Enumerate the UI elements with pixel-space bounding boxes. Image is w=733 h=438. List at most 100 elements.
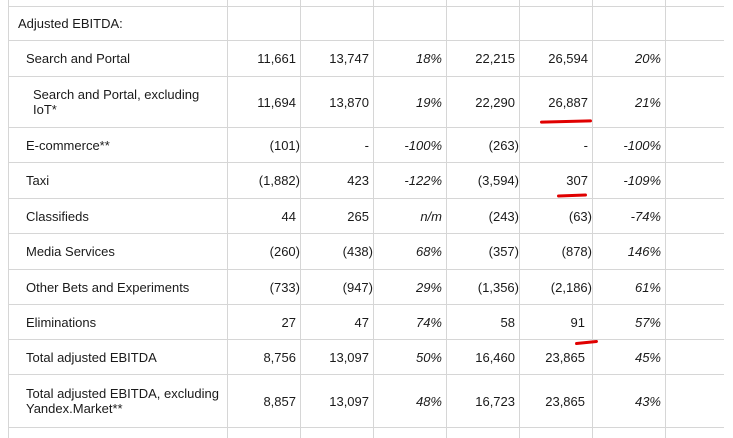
cell-value: 26,594 xyxy=(548,51,588,66)
cell-value: - xyxy=(364,137,369,153)
cell-value: (63) xyxy=(568,208,592,224)
grid-line xyxy=(8,162,724,163)
table-row: Search and Portal, excluding IoT* 11,694… xyxy=(0,77,733,127)
cell-value: 11,661 xyxy=(257,51,296,66)
cell-value: (101) xyxy=(269,137,300,153)
cell-value: 16,460 xyxy=(475,349,515,365)
cell-value: (243) xyxy=(488,208,519,224)
cell-percent: n/m xyxy=(420,208,442,224)
grid-line xyxy=(8,127,724,128)
cell-value: 27 xyxy=(281,314,296,330)
cell-value: (263) xyxy=(488,137,519,153)
row-label: Taxi xyxy=(26,173,50,188)
cell-value: 58 xyxy=(500,314,515,330)
row-label: Other Bets and Experiments xyxy=(26,279,190,295)
table-row: Total adjusted EBITDA 8,756 13,097 50% 1… xyxy=(0,340,733,374)
grid-line xyxy=(519,0,520,438)
table-row: Media Services (260) (438) 68% (357) (87… xyxy=(0,234,733,269)
cell-percent: 61% xyxy=(634,279,661,295)
grid-line xyxy=(8,76,724,77)
cell-percent: 74% xyxy=(415,314,442,330)
cell-percent: -109% xyxy=(623,173,661,188)
section-title: Adjusted EBITDA: xyxy=(18,16,123,31)
cell-value: 13,870 xyxy=(329,94,369,110)
cell-percent: 45% xyxy=(634,349,661,365)
cell-percent: 19% xyxy=(415,94,442,110)
grid-line xyxy=(8,198,724,199)
cell-value: 23,865 xyxy=(545,349,585,365)
cell-percent: -100% xyxy=(404,137,442,153)
cell-value: (438) xyxy=(342,244,373,259)
cell-value: 47 xyxy=(354,314,369,330)
grid-line xyxy=(373,0,374,438)
grid-line xyxy=(665,0,666,438)
row-label: Search and Portal, excluding IoT* xyxy=(33,87,200,117)
cell-value: 11,694 xyxy=(257,94,296,110)
table-row: Classifieds 44 265 n/m (243) (63) -74% xyxy=(0,199,733,233)
cell-value: 307 xyxy=(566,173,588,188)
grid-line xyxy=(8,0,9,438)
cell-value: 265 xyxy=(347,208,369,224)
cell-value: 16,723 xyxy=(475,393,515,409)
grid-line xyxy=(300,0,301,438)
cell-percent: -100% xyxy=(623,137,661,153)
cell-value: 91 xyxy=(570,314,585,330)
grid-line xyxy=(8,374,724,375)
cell-percent: 43% xyxy=(634,393,661,409)
cell-value: (733) xyxy=(269,279,300,295)
cell-percent: 50% xyxy=(415,349,442,365)
grid-line xyxy=(592,0,593,438)
grid-line xyxy=(8,40,724,41)
cell-value: 26,887 xyxy=(548,94,588,110)
grid-line xyxy=(8,269,724,270)
table-row: Other Bets and Experiments (733) (947) 2… xyxy=(0,270,733,304)
grid-line xyxy=(8,427,724,428)
grid-line xyxy=(8,233,724,234)
cell-value: 8,857 xyxy=(263,393,296,409)
cell-value: 23,865 xyxy=(545,393,585,409)
cell-percent: -122% xyxy=(404,173,442,188)
cell-value: 44 xyxy=(281,208,296,224)
cell-value: 13,097 xyxy=(329,393,369,409)
cell-value: 22,290 xyxy=(475,94,515,110)
cell-percent: 146% xyxy=(627,244,661,259)
cell-value: 13,097 xyxy=(329,349,369,365)
section-header-row: Adjusted EBITDA: xyxy=(0,7,733,40)
cell-value: (1,356) xyxy=(477,279,519,295)
cell-value: (357) xyxy=(488,244,519,259)
cell-value: 22,215 xyxy=(475,51,515,66)
cell-percent: 29% xyxy=(415,279,442,295)
grid-line xyxy=(8,6,724,7)
table-row: E-commerce** (101) - -100% (263) - -100% xyxy=(0,128,733,162)
table-row: Total adjusted EBITDA, excluding Yandex.… xyxy=(0,375,733,427)
cell-value: 13,747 xyxy=(329,51,369,66)
grid-line xyxy=(227,0,228,438)
grid-line xyxy=(8,339,724,340)
grid-line xyxy=(446,0,447,438)
cell-percent: 18% xyxy=(415,51,442,66)
cell-percent: 57% xyxy=(634,314,661,330)
table-row: Search and Portal 11,661 13,747 18% 22,2… xyxy=(0,41,733,76)
cell-value: - xyxy=(583,137,588,153)
row-label: Eliminations xyxy=(26,314,97,330)
table-row: Taxi (1,882) 423 -122% (3,594) 307 -109% xyxy=(0,163,733,198)
cell-value: (947) xyxy=(342,279,373,295)
cell-value: (878) xyxy=(561,244,592,259)
cell-value: (1,882) xyxy=(258,173,300,188)
row-label: Search and Portal xyxy=(26,51,131,66)
cell-percent: -74% xyxy=(630,208,661,224)
row-label: E-commerce** xyxy=(26,137,110,153)
cell-value: 8,756 xyxy=(263,349,296,365)
cell-percent: 48% xyxy=(415,393,442,409)
row-label: Media Services xyxy=(26,244,115,259)
cell-value: (2,186) xyxy=(550,279,592,295)
cell-percent: 20% xyxy=(634,51,661,66)
cell-value: 423 xyxy=(347,173,369,188)
cell-value: (260) xyxy=(269,244,300,259)
row-label: Classifieds xyxy=(26,208,89,224)
table-row: Eliminations 27 47 74% 58 91 57% xyxy=(0,305,733,339)
row-label: Total adjusted EBITDA, excluding Yandex.… xyxy=(26,386,219,416)
cell-value: (3,594) xyxy=(477,173,519,188)
row-label: Total adjusted EBITDA xyxy=(26,349,157,365)
